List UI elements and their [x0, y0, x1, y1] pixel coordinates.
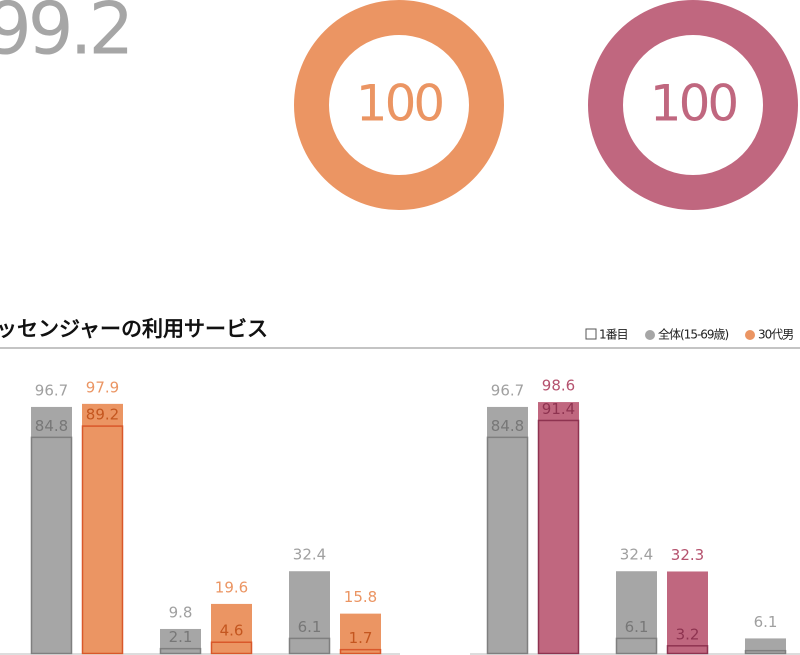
- value-label: 96.7: [491, 381, 524, 399]
- first-label: 84.8: [35, 417, 68, 435]
- first-label: 3.2: [676, 625, 700, 643]
- donut-value: 100: [650, 75, 737, 133]
- header-value: 99.2: [0, 0, 130, 71]
- value-label: 32.3: [671, 546, 704, 564]
- bar-first: [666, 645, 709, 655]
- value-label: 97.9: [86, 378, 119, 396]
- first-label: 91.4: [542, 400, 575, 418]
- bar-first: [615, 637, 658, 655]
- first-label: 89.2: [86, 406, 119, 424]
- first-label: 84.8: [491, 417, 524, 435]
- bar-first: [537, 419, 580, 655]
- donut-value: 100: [356, 75, 443, 133]
- bar-first: [210, 641, 253, 655]
- donut-ring: [588, 0, 798, 210]
- legend-label: 30代男: [758, 328, 793, 342]
- value-label: 32.4: [293, 546, 326, 564]
- value-label: 98.6: [542, 377, 575, 395]
- legend-dot: [745, 330, 755, 340]
- first-label: 6.1: [625, 618, 649, 636]
- bar-total: [340, 613, 381, 654]
- first-label: 1.7: [349, 629, 373, 647]
- value-label: 6.1: [754, 613, 778, 631]
- value-label: 96.7: [35, 381, 68, 399]
- value-label: 15.8: [344, 588, 377, 606]
- bar-total: [667, 571, 708, 654]
- first-label: 6.1: [298, 618, 322, 636]
- value-label: 9.8: [169, 603, 193, 621]
- first-label: 2.1: [169, 628, 193, 646]
- legend-swatch: [585, 328, 597, 340]
- first-label: 1.3: [754, 653, 778, 655]
- bar-first: [30, 436, 73, 655]
- bar-first: [486, 436, 529, 655]
- first-label: 4.6: [220, 622, 244, 640]
- bar-first: [81, 425, 124, 655]
- legend-dot: [645, 330, 655, 340]
- donut-ring: [294, 0, 504, 210]
- bar-first: [339, 648, 382, 655]
- value-label: 32.4: [620, 546, 653, 564]
- bar-first: [159, 647, 202, 655]
- bar-first: [744, 649, 787, 655]
- value-label: 19.6: [215, 578, 248, 596]
- section-title: ッセンジャーの利用サービス: [0, 317, 268, 341]
- bar-first: [288, 637, 331, 655]
- legend-label: 全体(15-69歳): [658, 327, 729, 342]
- legend-label: 1番目: [599, 328, 628, 342]
